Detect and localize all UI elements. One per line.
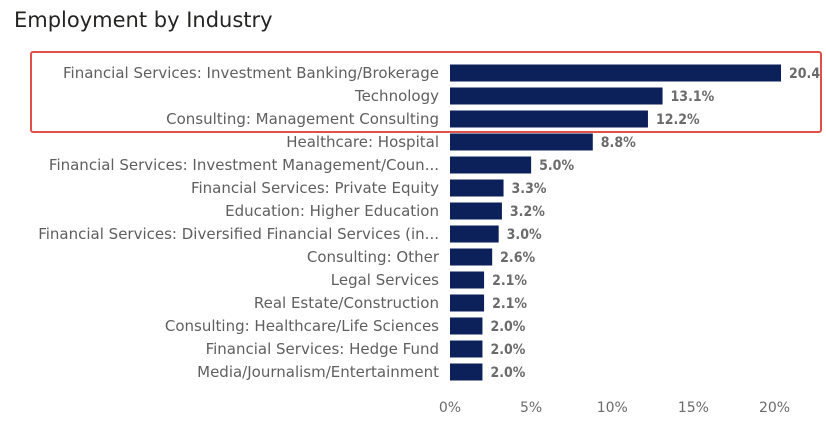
category-label: Education: Higher Education (225, 202, 439, 220)
value-label: 3.2% (510, 204, 545, 220)
x-tick-label: 15% (678, 400, 709, 416)
value-label: 2.0% (490, 365, 525, 381)
x-tick-label: 20% (759, 400, 790, 416)
x-tick-label: 5% (520, 400, 542, 416)
category-label: Media/Journalism/Entertainment (197, 363, 439, 381)
bar[interactable] (450, 294, 485, 312)
category-label: Consulting: Other (307, 248, 440, 266)
category-label: Financial Services: Investment Banking/B… (63, 64, 439, 82)
x-tick-label: 10% (597, 400, 628, 416)
value-label: 3.0% (507, 227, 542, 243)
category-label: Financial Services: Investment Managemen… (49, 156, 439, 174)
bar[interactable] (450, 202, 502, 220)
bar[interactable] (450, 179, 504, 197)
category-label: Financial Services: Hedge Fund (206, 340, 439, 358)
bar[interactable] (450, 110, 648, 128)
value-label: 2.0% (490, 342, 525, 358)
value-label: 13.1% (671, 89, 715, 105)
value-label: 12.2% (656, 112, 700, 128)
value-label: 3.3% (512, 181, 547, 197)
bar[interactable] (450, 156, 532, 174)
bar[interactable] (450, 271, 485, 289)
value-label: 8.8% (601, 135, 636, 151)
bar[interactable] (450, 248, 493, 266)
value-label: 20.4 (789, 66, 820, 82)
bar[interactable] (450, 87, 663, 105)
value-label: 2.6% (500, 250, 535, 266)
category-label: Healthcare: Hospital (286, 133, 439, 151)
category-label: Real Estate/Construction (254, 294, 439, 312)
value-label: 5.0% (539, 158, 574, 174)
category-label: Legal Services (331, 271, 439, 289)
category-label: Financial Services: Diversified Financia… (38, 225, 439, 243)
category-label: Consulting: Healthcare/Life Sciences (165, 317, 439, 335)
value-label: 2.1% (492, 273, 527, 289)
bar[interactable] (450, 363, 483, 381)
chart-title: Employment by Industry (14, 8, 273, 32)
category-label: Technology (354, 87, 439, 105)
bar[interactable] (450, 133, 593, 151)
category-label: Consulting: Management Consulting (166, 110, 439, 128)
bar[interactable] (450, 225, 499, 243)
value-label: 2.0% (490, 319, 525, 335)
x-tick-label: 0% (439, 400, 461, 416)
value-label: 2.1% (492, 296, 527, 312)
category-label: Financial Services: Private Equity (191, 179, 439, 197)
bar[interactable] (450, 64, 781, 82)
bar[interactable] (450, 340, 483, 358)
bar[interactable] (450, 317, 483, 335)
